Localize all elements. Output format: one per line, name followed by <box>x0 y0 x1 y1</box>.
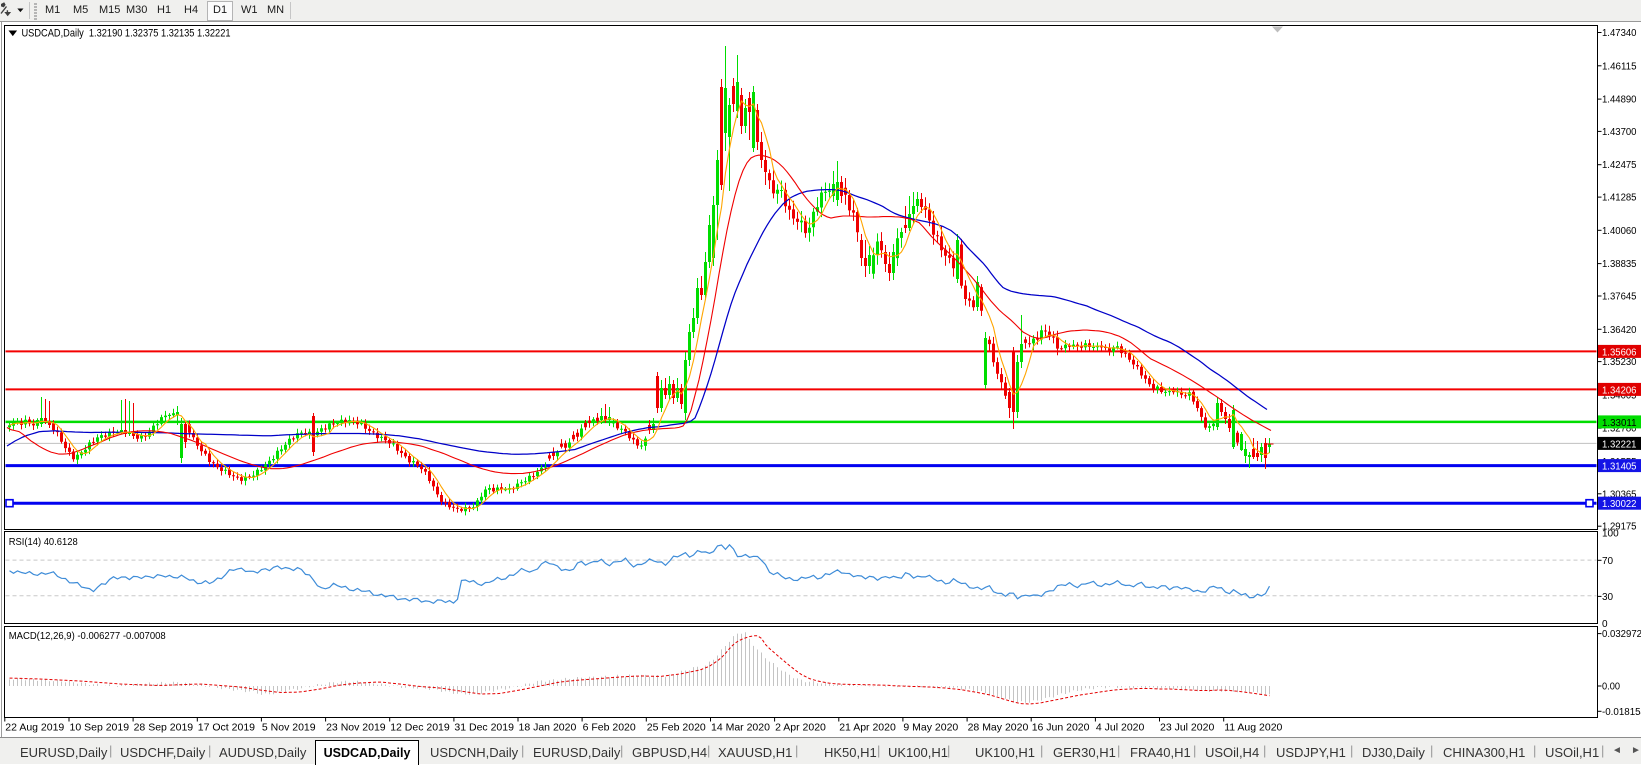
svg-text:1.32221: 1.32221 <box>1602 439 1637 450</box>
svg-text:100: 100 <box>1602 529 1619 540</box>
svg-text:1.30022: 1.30022 <box>1602 499 1637 510</box>
svg-text:30: 30 <box>1602 592 1614 603</box>
svg-text:1.35606: 1.35606 <box>1602 347 1637 358</box>
svg-text:1.32780: 1.32780 <box>1602 424 1637 435</box>
svg-text:1.41285: 1.41285 <box>1602 193 1637 204</box>
svg-text:1.30365: 1.30365 <box>1602 489 1637 500</box>
svg-text:28 May 2020: 28 May 2020 <box>968 722 1029 734</box>
svg-text:-0.018154: -0.018154 <box>1602 707 1641 718</box>
svg-text:1.40060: 1.40060 <box>1602 226 1637 237</box>
svg-text:MACD(12,26,9) -0.006277 -0.007: MACD(12,26,9) -0.006277 -0.007008 <box>9 630 166 642</box>
svg-text:1.42475: 1.42475 <box>1602 160 1637 171</box>
svg-text:11 Aug 2020: 11 Aug 2020 <box>1224 722 1282 734</box>
svg-text:1.43700: 1.43700 <box>1602 127 1637 138</box>
svg-text:1.34206: 1.34206 <box>1602 385 1637 396</box>
svg-text:1.38835: 1.38835 <box>1602 259 1637 270</box>
svg-text:1.35230: 1.35230 <box>1602 357 1637 368</box>
svg-text:16 Jun 2020: 16 Jun 2020 <box>1032 722 1090 734</box>
svg-text:12 Dec 2019: 12 Dec 2019 <box>390 722 450 734</box>
svg-text:28 Sep 2019: 28 Sep 2019 <box>134 722 194 734</box>
svg-text:23 Jul 2020: 23 Jul 2020 <box>1160 722 1214 734</box>
svg-text:21 Apr 2020: 21 Apr 2020 <box>839 722 896 734</box>
svg-text:1.37645: 1.37645 <box>1602 292 1637 303</box>
svg-text:9 May 2020: 9 May 2020 <box>903 722 958 734</box>
svg-text:18 Jan 2020: 18 Jan 2020 <box>519 722 577 734</box>
svg-text:1.29175: 1.29175 <box>1602 522 1637 533</box>
svg-text:17 Oct 2019: 17 Oct 2019 <box>198 722 255 734</box>
svg-text:14 Mar 2020: 14 Mar 2020 <box>711 722 770 734</box>
svg-text:1.31405: 1.31405 <box>1602 462 1637 473</box>
svg-text:6 Feb 2020: 6 Feb 2020 <box>583 722 636 734</box>
svg-text:1.46115: 1.46115 <box>1602 61 1637 72</box>
svg-text:RSI(14) 40.6128: RSI(14) 40.6128 <box>9 536 78 548</box>
svg-text:5 Nov 2019: 5 Nov 2019 <box>262 722 316 734</box>
svg-text:23 Nov 2019: 23 Nov 2019 <box>326 722 386 734</box>
svg-text:31 Dec 2019: 31 Dec 2019 <box>454 722 514 734</box>
svg-text:USDCAD,Daily 1.32190 1.32375: USDCAD,Daily 1.32190 1.32375 1.32135 1.3… <box>22 28 231 40</box>
svg-text:1.36420: 1.36420 <box>1602 325 1637 336</box>
svg-text:1.44890: 1.44890 <box>1602 95 1637 106</box>
svg-text:0: 0 <box>1602 619 1608 630</box>
svg-text:1.33011: 1.33011 <box>1602 418 1637 429</box>
svg-text:0.032972: 0.032972 <box>1602 629 1641 640</box>
svg-text:1.47340: 1.47340 <box>1602 28 1637 39</box>
svg-text:2 Apr 2020: 2 Apr 2020 <box>775 722 826 734</box>
svg-text:10 Sep 2019: 10 Sep 2019 <box>70 722 130 734</box>
svg-text:22 Aug 2019: 22 Aug 2019 <box>5 722 64 734</box>
svg-text:0.00: 0.00 <box>1602 682 1620 693</box>
svg-text:70: 70 <box>1602 556 1614 567</box>
svg-text:4 Jul 2020: 4 Jul 2020 <box>1096 722 1145 734</box>
svg-text:25 Feb 2020: 25 Feb 2020 <box>647 722 706 734</box>
